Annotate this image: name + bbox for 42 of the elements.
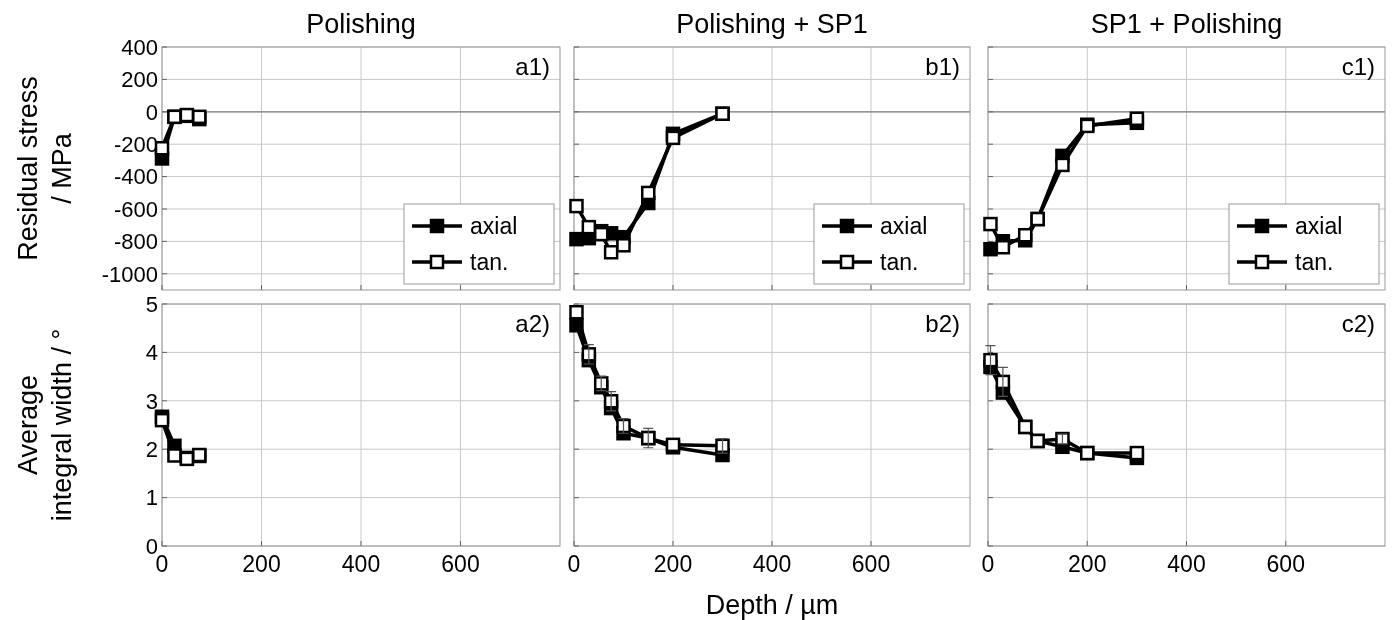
y-tick-label: -800	[113, 229, 158, 255]
chart-title: Polishing + SP1	[676, 9, 868, 39]
x-tick-label: 400	[752, 551, 792, 577]
y-tick-label: 4	[145, 340, 158, 366]
chart-title: SP1 + Polishing	[1090, 9, 1283, 39]
x-axis-title: Depth / µm	[705, 590, 839, 620]
y-axis-title: Residual stress / MPa	[13, 76, 77, 261]
y-tick-label: 3	[145, 388, 158, 414]
legend-label: tan.	[880, 249, 919, 276]
y-tick-label: -600	[113, 196, 158, 222]
annotation: a2)	[515, 310, 550, 337]
legend-label: axial	[470, 213, 518, 240]
y-tick-label: 1	[145, 485, 158, 511]
y-tick-label: 0	[145, 533, 158, 559]
x-tick-label: 200	[1068, 551, 1107, 577]
annotation: c2)	[1341, 310, 1375, 337]
x-tick-label: 600	[441, 551, 480, 577]
legend-label: tan.	[470, 249, 509, 276]
y-axis-title: Average integral width / °	[13, 328, 77, 522]
y-tick-label: 2	[145, 436, 158, 462]
x-tick-label: 200	[242, 551, 281, 577]
x-tick-label: 0	[981, 551, 995, 577]
x-tick-label: 0	[567, 551, 581, 577]
x-tick-label: 600	[1266, 551, 1305, 577]
x-tick-label: 200	[653, 551, 693, 577]
x-tick-label: 600	[851, 551, 891, 577]
y-tick-label: 5	[145, 291, 158, 317]
annotation: b2)	[925, 310, 960, 337]
legend-label: tan.	[1295, 249, 1334, 276]
chart-title: Polishing	[306, 9, 416, 39]
annotation: b1)	[925, 53, 960, 80]
y-tick-label: -400	[113, 164, 158, 190]
x-tick-label: 400	[341, 551, 381, 577]
annotation: c1)	[1341, 53, 1375, 80]
y-tick-label: 200	[121, 67, 158, 93]
x-tick-label: 400	[1167, 551, 1206, 577]
legend-label: axial	[880, 213, 928, 240]
y-tick-label: 0	[145, 99, 158, 125]
legend-label: axial	[1295, 213, 1343, 240]
annotation: a1)	[515, 53, 550, 80]
y-tick-label: 400	[121, 34, 158, 60]
y-tick-label: -1000	[101, 261, 158, 287]
